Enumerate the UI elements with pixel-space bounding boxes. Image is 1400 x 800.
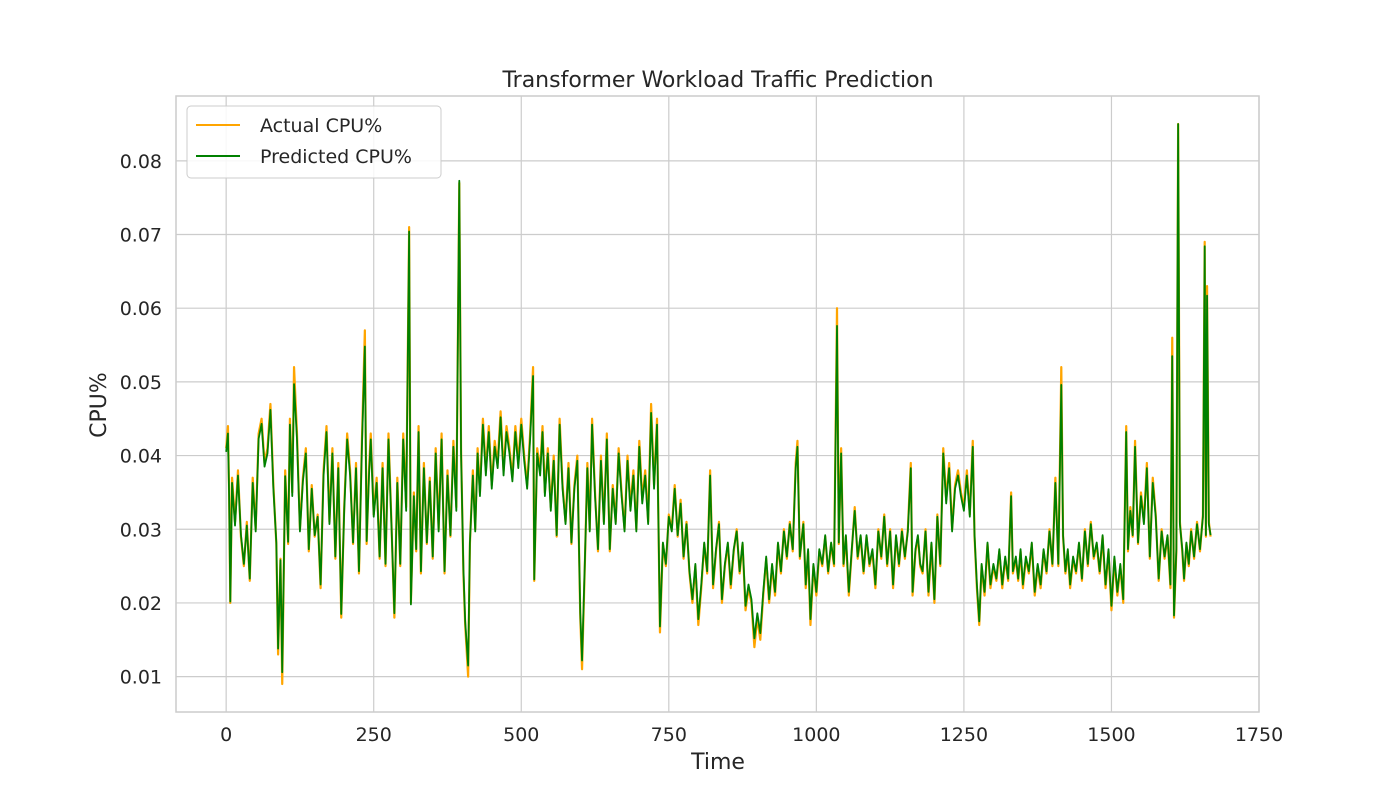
x-tick-label: 1000 [792, 724, 840, 746]
x-tick-label: 250 [356, 724, 392, 746]
x-axis-title: Time [690, 750, 745, 775]
y-tick-label: 0.08 [120, 151, 162, 173]
y-tick-label: 0.07 [120, 225, 162, 247]
legend-label-predicted: Predicted CPU% [260, 146, 412, 168]
plot-series-layer [225, 122, 1212, 686]
plot-area-frame [175, 95, 1260, 713]
legend-label-actual: Actual CPU% [260, 115, 382, 137]
y-tick-label: 0.06 [120, 298, 162, 320]
x-tick-label: 0 [220, 724, 232, 746]
series-line-predicted [225, 123, 1212, 674]
y-axis-ticks: 0.01 0.02 0.03 0.04 0.05 0.06 0.07 0.08 [120, 151, 162, 689]
x-tick-label: 750 [651, 724, 687, 746]
y-tick-label: 0.05 [120, 372, 162, 394]
x-tick-label: 1750 [1235, 724, 1283, 746]
y-tick-label: 0.04 [120, 446, 162, 468]
x-tick-label: 1500 [1087, 724, 1135, 746]
legend: Actual CPU% Predicted CPU% [186, 105, 442, 179]
chart-title: Transformer Workload Traffic Prediction [501, 68, 933, 93]
y-tick-label: 0.02 [120, 593, 162, 615]
x-axis-ticks: 0 250 500 750 1000 1250 1500 1750 [220, 724, 1283, 746]
y-axis-title: CPU% [87, 372, 112, 438]
x-tick-label: 500 [503, 724, 539, 746]
y-tick-label: 0.01 [120, 667, 162, 689]
legend-box [186, 105, 442, 179]
x-tick-label: 1250 [940, 724, 988, 746]
y-tick-label: 0.03 [120, 519, 162, 541]
